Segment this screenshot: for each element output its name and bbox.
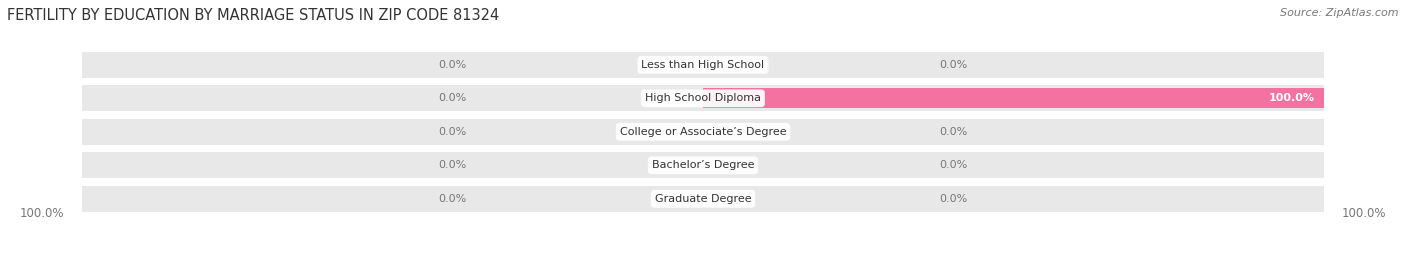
Text: 0.0%: 0.0% <box>939 194 967 204</box>
Text: Less than High School: Less than High School <box>641 60 765 70</box>
Text: College or Associate’s Degree: College or Associate’s Degree <box>620 127 786 137</box>
Text: 0.0%: 0.0% <box>939 160 967 170</box>
Text: FERTILITY BY EDUCATION BY MARRIAGE STATUS IN ZIP CODE 81324: FERTILITY BY EDUCATION BY MARRIAGE STATU… <box>7 8 499 23</box>
Text: 100.0%: 100.0% <box>20 207 63 220</box>
Text: Source: ZipAtlas.com: Source: ZipAtlas.com <box>1281 8 1399 18</box>
Text: Graduate Degree: Graduate Degree <box>655 194 751 204</box>
Text: 0.0%: 0.0% <box>439 194 467 204</box>
Bar <box>82 186 1324 212</box>
Text: 0.0%: 0.0% <box>939 127 967 137</box>
Text: 0.0%: 0.0% <box>439 60 467 70</box>
Bar <box>703 88 1324 108</box>
Text: 0.0%: 0.0% <box>439 160 467 170</box>
Text: Bachelor’s Degree: Bachelor’s Degree <box>652 160 754 170</box>
Bar <box>82 52 1324 78</box>
Bar <box>82 85 1324 111</box>
Text: 0.0%: 0.0% <box>439 127 467 137</box>
Bar <box>82 152 1324 178</box>
Text: 0.0%: 0.0% <box>939 60 967 70</box>
Text: 100.0%: 100.0% <box>1270 93 1315 103</box>
Text: 0.0%: 0.0% <box>439 93 467 103</box>
Text: High School Diploma: High School Diploma <box>645 93 761 103</box>
Text: 100.0%: 100.0% <box>1343 207 1386 220</box>
Bar <box>82 119 1324 145</box>
